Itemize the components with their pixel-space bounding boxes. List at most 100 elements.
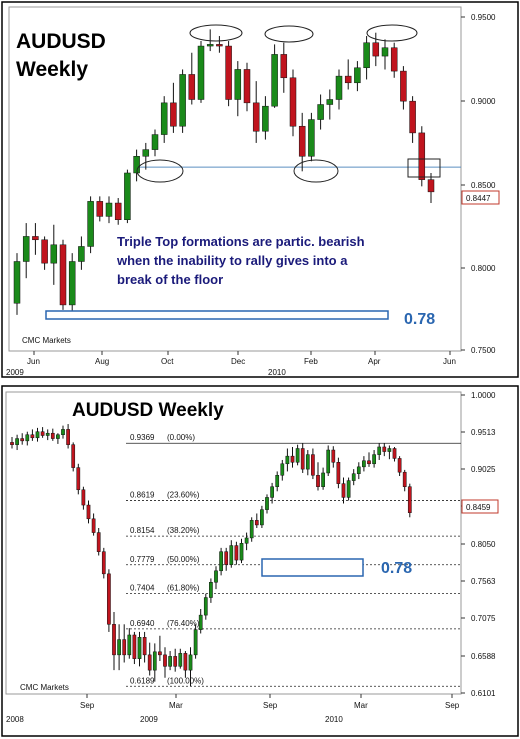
- candle-body: [158, 651, 162, 656]
- candle-body: [346, 480, 351, 498]
- y-tick-label: 0.7563: [471, 577, 496, 586]
- y-tick-label: 0.7075: [471, 614, 496, 623]
- top-last-price: 0.8447: [466, 194, 491, 203]
- peak-ellipse-3: [366, 24, 418, 42]
- year-label: 2008: [6, 715, 24, 724]
- top-y-axis: 0.9500 0.9000 0.8500 0.8000 0.7500: [461, 13, 496, 355]
- y-tick-label: 0.7500: [471, 346, 496, 355]
- candle-body: [127, 634, 132, 656]
- candle-body: [45, 432, 50, 436]
- fib-pct-label: (61.80%): [167, 583, 200, 592]
- candle-body: [107, 573, 111, 625]
- candle-body: [50, 432, 55, 439]
- candle-body: [254, 520, 259, 526]
- year-label: 2009: [6, 368, 24, 377]
- fib-value-label: 0.7779: [130, 555, 155, 564]
- x-tick-label: Sep: [80, 701, 95, 710]
- candle-body: [137, 637, 142, 659]
- candle-body: [390, 47, 398, 72]
- x-tick-label: Jun: [27, 357, 40, 366]
- candle-body: [311, 454, 315, 476]
- fib-pct-label: (76.40%): [167, 619, 200, 628]
- top-last-price-box: [461, 190, 500, 205]
- candle-body: [203, 597, 208, 616]
- candle-body: [147, 654, 152, 671]
- candle-body: [86, 504, 91, 520]
- y-tick-label: 0.9025: [471, 465, 496, 474]
- candle-body: [20, 438, 25, 442]
- candle-body: [400, 70, 407, 102]
- candle-body: [249, 520, 254, 539]
- candle-body: [372, 454, 376, 465]
- x-tick-label: Apr: [368, 357, 381, 366]
- y-tick-label: 0.9513: [471, 428, 496, 437]
- note-line-3: break of the floor: [117, 272, 223, 287]
- candle-body: [280, 463, 285, 476]
- fib-value-label: 0.9369: [130, 433, 155, 442]
- bottom-target-label: 0.78: [381, 560, 412, 577]
- candle-body: [216, 44, 223, 47]
- candle-body: [188, 74, 196, 100]
- candle-body: [114, 202, 122, 220]
- bottom-source-label: CMC Markets: [20, 683, 69, 692]
- bottom-target-box: [261, 558, 364, 577]
- fib-levels: 0.9369 (0.00%) 0.8619 (23.60%) 0.8154 (38.20%…: [126, 433, 461, 687]
- candle-body: [178, 653, 183, 667]
- candle-body: [173, 656, 178, 667]
- year-label: 2010: [325, 715, 343, 724]
- candle-body: [68, 261, 76, 306]
- candle-body: [354, 67, 361, 84]
- candle-body: [265, 497, 269, 510]
- candle-body: [50, 244, 58, 264]
- candle-body: [331, 449, 336, 463]
- candle-body: [295, 448, 300, 463]
- candle-body: [298, 125, 306, 157]
- candle-body: [344, 75, 352, 84]
- candle-body: [381, 47, 389, 57]
- fib-pct-label: (50.00%): [167, 555, 200, 564]
- candle-body: [142, 637, 147, 656]
- candle-body: [280, 54, 288, 79]
- top-plot-area: [8, 6, 462, 352]
- y-tick-label: 1.0000: [471, 391, 496, 400]
- candle-body: [336, 462, 341, 484]
- y-tick-label: 0.8050: [471, 540, 496, 549]
- candle-body: [316, 475, 320, 487]
- candle-body: [198, 614, 203, 630]
- candle-body: [183, 653, 188, 671]
- candle-body: [300, 448, 305, 470]
- year-label: 2009: [140, 715, 158, 724]
- x-tick-label: Mar: [169, 701, 183, 710]
- fib-value-label: 0.8619: [130, 491, 155, 500]
- candle-body: [260, 509, 264, 526]
- candle-body: [262, 105, 269, 132]
- candle-body: [41, 239, 48, 264]
- candle-body: [22, 236, 30, 262]
- candle-body: [362, 460, 366, 468]
- candle-body: [151, 134, 159, 150]
- candle-body: [160, 102, 168, 135]
- candle-body: [78, 246, 85, 262]
- candle-body: [40, 431, 45, 436]
- candle-body: [112, 624, 116, 656]
- candle-body: [71, 444, 76, 468]
- x-tick-label: Sep: [445, 701, 460, 710]
- candle-body: [209, 582, 213, 598]
- candle-body: [356, 466, 361, 474]
- bottom-plot-area: [5, 391, 462, 695]
- note-line-2: when the inability to rally gives into a: [116, 253, 348, 268]
- fib-pct-label: (100.00%): [167, 676, 204, 685]
- top-chart: AUDUSD Weekly Triple Top formations are …: [1, 1, 519, 378]
- candle-body: [387, 448, 392, 452]
- candle-body: [214, 570, 218, 583]
- bottom-chart-title: AUDUSD Weekly: [72, 400, 224, 421]
- candle-body: [193, 629, 198, 656]
- candle-body: [66, 429, 70, 445]
- candle-body: [382, 446, 387, 452]
- fib-value-label: 0.6940: [130, 619, 155, 628]
- candle-body: [224, 551, 229, 565]
- candle-body: [234, 69, 242, 100]
- candle-body: [101, 551, 106, 575]
- candle-body: [289, 77, 297, 127]
